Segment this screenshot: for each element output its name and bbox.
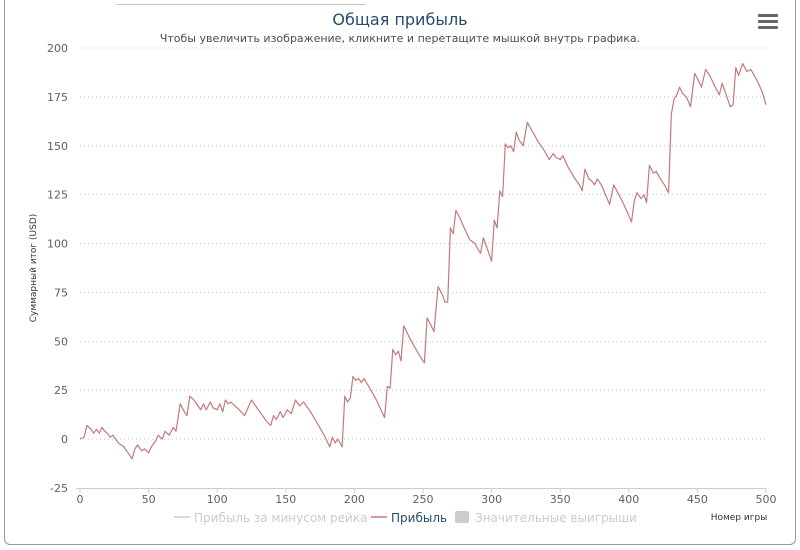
y-tick-label: 175 (47, 91, 68, 104)
x-tick-label: 300 (481, 493, 502, 506)
x-tick-label: 250 (413, 493, 434, 506)
legend-box-symbol (455, 511, 469, 523)
context-menu-button[interactable] (758, 14, 778, 32)
chart-subtitle: Чтобы увеличить изображение, кликните и … (159, 32, 641, 45)
x-tick-label: 0 (77, 493, 84, 506)
y-tick-label: 125 (47, 189, 68, 202)
y-tick-label: -25 (50, 482, 68, 495)
series-layer[interactable] (79, 63, 767, 460)
y-tick-label: 200 (47, 42, 68, 55)
y-tick-label: 75 (54, 286, 68, 299)
legend-label: Прибыль за минусом рейка (194, 511, 367, 525)
top-tab-edge (116, 0, 366, 5)
x-axis-title: Номер игры (711, 513, 768, 523)
y-tick-label: 150 (47, 140, 68, 153)
menu-bar-icon (758, 26, 778, 29)
y-axis-title: Суммарный итог (USD) (29, 214, 39, 323)
y-axis-ticks: -25 0 25 50 75 100 125 150 175 200 (47, 42, 68, 495)
y-tick-label: 25 (54, 384, 68, 397)
x-tick-label: 450 (687, 493, 708, 506)
series-line-profit[interactable] (79, 63, 767, 460)
x-tick-label: 500 (756, 493, 777, 506)
x-tick-label: 50 (142, 493, 156, 506)
legend-item-big-wins[interactable]: Значительные выигрыши (455, 511, 637, 525)
grid-lines (80, 47, 766, 440)
legend[interactable]: Прибыль за минусом рейка Прибыль Значитель… (174, 511, 637, 525)
y-tick-label: 0 (61, 433, 68, 446)
y-tick-label: 50 (54, 335, 68, 348)
x-tick-label: 150 (275, 493, 296, 506)
x-axis: 0 50 100 150 200 250 300 350 400 450 500 (76, 488, 777, 506)
legend-label: Прибыль (391, 511, 447, 525)
x-tick-label: 100 (207, 493, 228, 506)
x-tick-label: 350 (550, 493, 571, 506)
legend-item-profit[interactable]: Прибыль (371, 511, 447, 525)
x-tick-label: 200 (344, 493, 365, 506)
chart-title: Общая прибыль (332, 10, 468, 29)
legend-item-rake-profit[interactable]: Прибыль за минусом рейка (174, 511, 367, 525)
menu-bar-icon (758, 14, 778, 17)
chart-frame (4, 0, 796, 545)
y-tick-label: 100 (47, 238, 68, 251)
menu-bar-icon (758, 20, 778, 23)
legend-label: Значительные выигрыши (475, 511, 637, 525)
x-tick-label: 400 (618, 493, 639, 506)
